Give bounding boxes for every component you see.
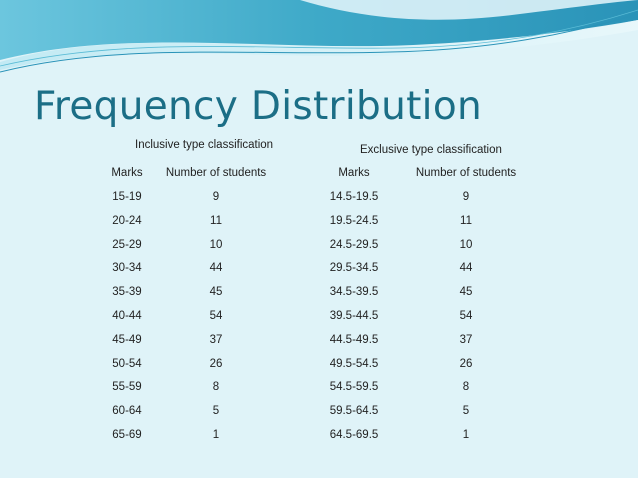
inclusive-cell-students: 8 xyxy=(212,381,220,394)
inclusive-cell-marks: 55-59 xyxy=(112,381,142,394)
inclusive-cell-students: 1 xyxy=(212,429,220,441)
exclusive-cell-students: 1 xyxy=(462,429,470,441)
exclusive-cell-students: 44 xyxy=(459,262,473,275)
exclusive-cell-marks: 44.5-49.5 xyxy=(329,333,379,346)
inclusive-cell-students: 44 xyxy=(209,262,223,275)
inclusive-header-marks: Marks xyxy=(111,167,143,179)
inclusive-cell-marks: 30-34 xyxy=(112,262,142,275)
exclusive-cell-students: 54 xyxy=(459,310,473,322)
exclusive-cell-students: 26 xyxy=(459,357,473,370)
inclusive-cell-students: 9 xyxy=(212,191,220,203)
inclusive-cell-marks: 50-54 xyxy=(112,357,142,370)
exclusive-cell-students: 45 xyxy=(459,286,473,299)
exclusive-cell-students: 8 xyxy=(462,381,470,394)
exclusive-caption: Exclusive type classification xyxy=(360,144,502,156)
inclusive-cell-students: 26 xyxy=(209,357,223,370)
inclusive-cell-marks: 65-69 xyxy=(112,429,142,441)
inclusive-header-students: Number of students xyxy=(165,167,267,179)
inclusive-cell-marks: 35-39 xyxy=(112,286,142,299)
inclusive-cell-students: 5 xyxy=(212,405,220,418)
inclusive-cell-marks: 25-29 xyxy=(112,238,142,251)
exclusive-header-marks: Marks xyxy=(338,167,370,179)
inclusive-cell-students: 45 xyxy=(209,286,223,299)
inclusive-cell-marks: 20-24 xyxy=(112,214,142,227)
slide-title: Frequency Distribution xyxy=(34,84,482,129)
inclusive-cell-marks: 45-49 xyxy=(112,333,142,346)
exclusive-cell-marks: 49.5-54.5 xyxy=(329,357,379,370)
inclusive-cell-students: 54 xyxy=(209,310,223,322)
inclusive-cell-marks: 60-64 xyxy=(112,405,142,418)
exclusive-cell-students: 37 xyxy=(459,333,473,346)
exclusive-cell-marks: 24.5-29.5 xyxy=(329,238,379,251)
inclusive-caption: Inclusive type classification xyxy=(135,139,274,151)
exclusive-cell-marks: 39.5-44.5 xyxy=(329,310,379,322)
exclusive-cell-students: 9 xyxy=(462,191,470,203)
exclusive-cell-marks: 64.5-69.5 xyxy=(329,429,379,441)
exclusive-header-students: Number of students xyxy=(415,167,517,179)
exclusive-cell-students: 5 xyxy=(462,405,470,418)
inclusive-cell-students: 10 xyxy=(209,238,223,251)
inclusive-cell-marks: 40-44 xyxy=(112,310,142,322)
inclusive-cell-students: 11 xyxy=(210,214,222,227)
exclusive-cell-marks: 34.5-39.5 xyxy=(329,286,379,299)
exclusive-cell-marks: 14.5-19.5 xyxy=(329,191,379,203)
inclusive-cell-marks: 15-19 xyxy=(112,191,142,203)
exclusive-cell-students: 10 xyxy=(459,238,473,251)
inclusive-cell-students: 37 xyxy=(209,333,223,346)
exclusive-cell-marks: 59.5-64.5 xyxy=(329,405,379,418)
exclusive-cell-marks: 29.5-34.5 xyxy=(329,262,379,275)
exclusive-cell-marks: 54.5-59.5 xyxy=(329,381,379,394)
exclusive-cell-marks: 19.5-24.5 xyxy=(329,214,379,227)
header-wave-decoration xyxy=(0,0,638,73)
exclusive-cell-students: 11 xyxy=(460,214,472,227)
